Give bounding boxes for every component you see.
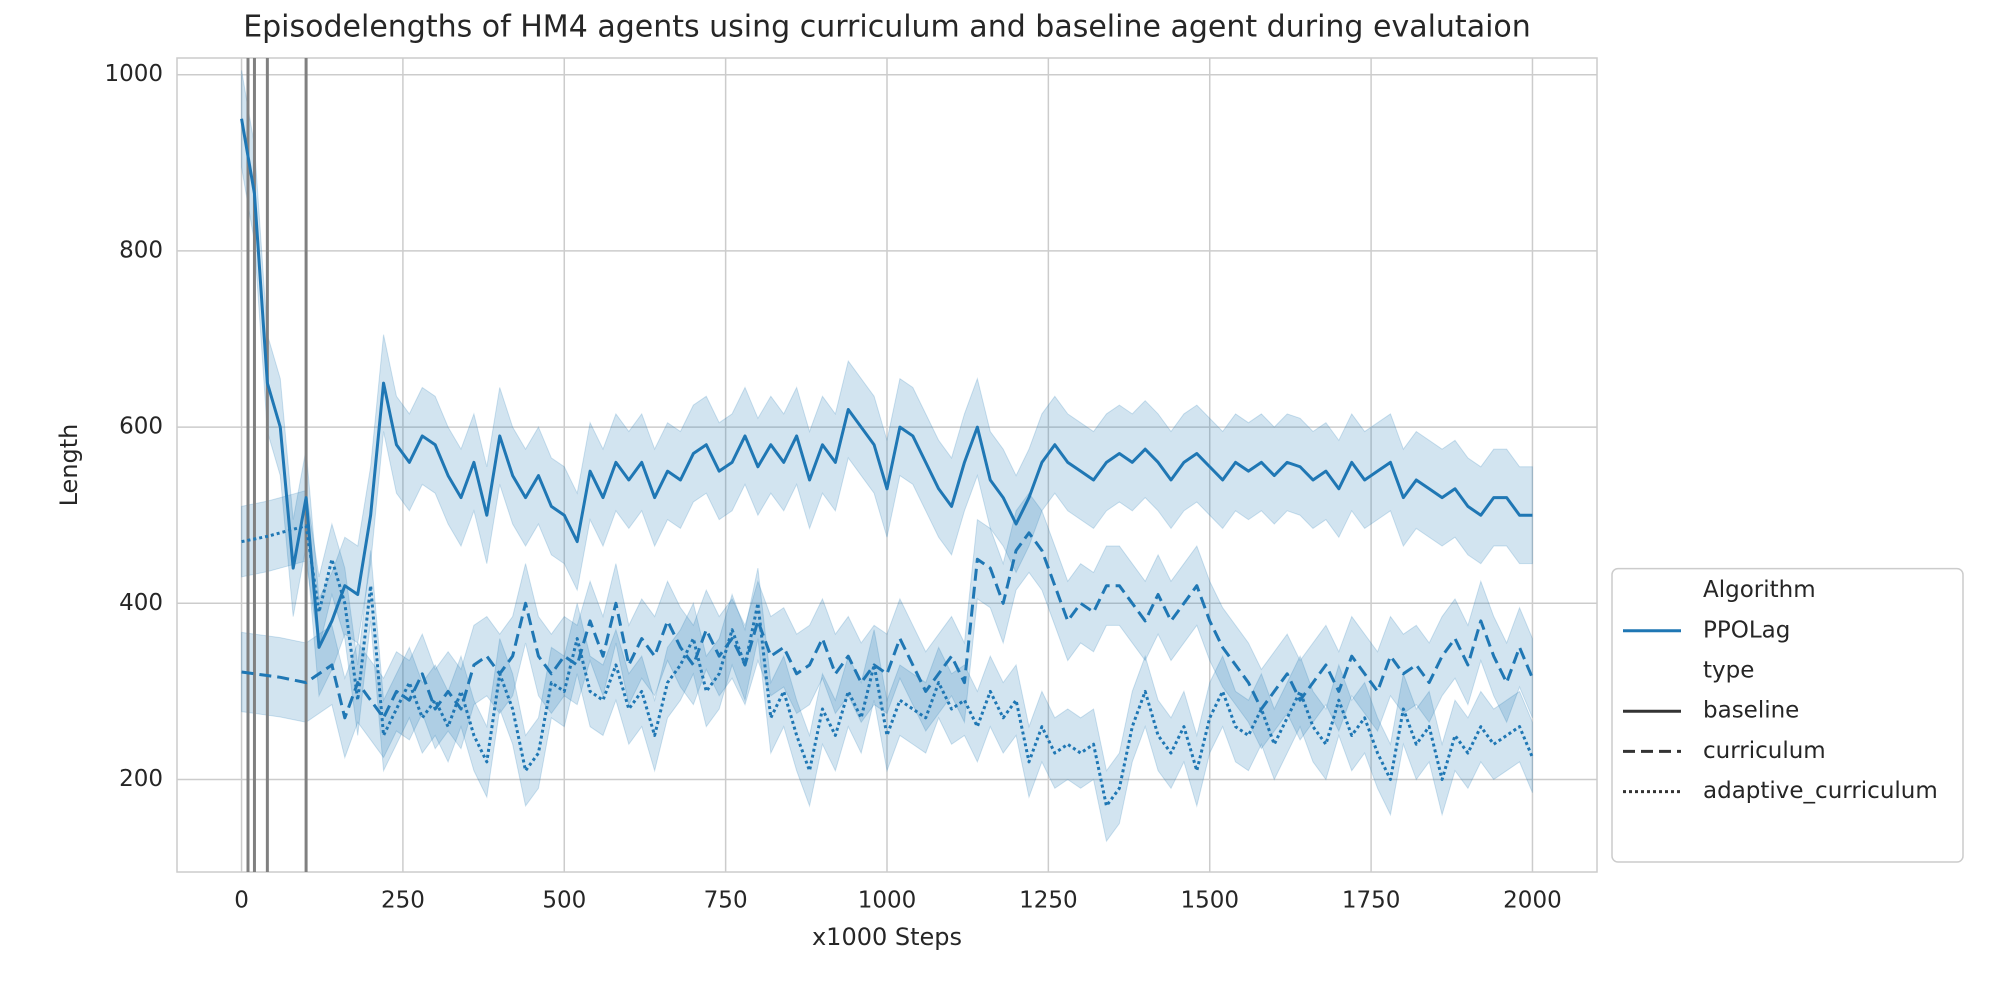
x-tick-label: 1500 [1180,888,1239,914]
legend-label: adaptive_curriculum [1703,778,1938,804]
series-line [240,118,1533,649]
x-tick-label: 500 [542,888,586,914]
y-axis-label: Length [55,424,83,507]
y-tick-label: 200 [119,766,163,792]
x-tick-label: 0 [234,888,249,914]
chart-title: Episodelengths of HM4 agents using curri… [243,10,1531,45]
x-tick-label: 1750 [1342,888,1401,914]
y-tick-label: 800 [119,237,163,263]
series-line [241,524,1534,808]
x-tick-label: 750 [704,888,748,914]
plot-frame [176,57,1598,873]
legend-title: Algorithm [1703,577,1816,603]
y-tick-label: 600 [119,414,163,440]
x-tick-label: 1000 [858,888,917,914]
legend-title: type [1703,658,1754,684]
x-tick-label: 1250 [1019,888,1078,914]
y-tick-label: 400 [119,590,163,616]
confidence-band [241,489,1533,843]
x-tick-label: 2000 [1503,888,1562,914]
legend-label: PPOLag [1703,617,1790,643]
series-line [241,531,1534,720]
confidence-band [241,70,1533,698]
x-tick-label: 250 [381,888,425,914]
x-axis-label: x1000 Steps [812,923,962,951]
legend-frame [1611,567,1964,863]
y-tick-label: 1000 [104,61,163,87]
legend-label: curriculum [1703,738,1826,764]
legend-label: baseline [1703,698,1799,724]
